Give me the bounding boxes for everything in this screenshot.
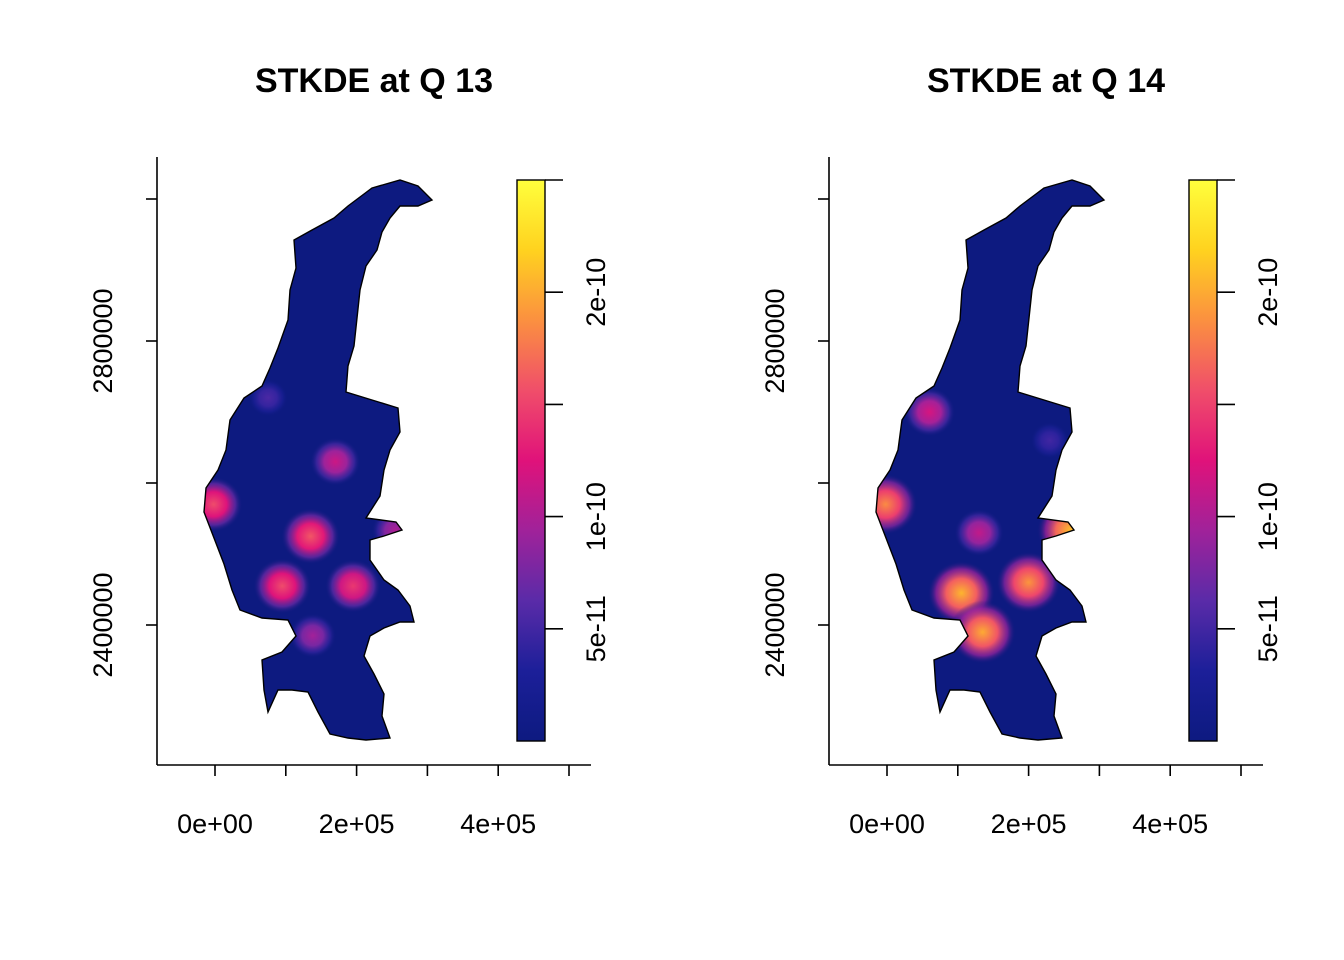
hotspot [310,437,361,486]
x-tick-label: 0e+00 [177,809,253,839]
chart-title: STKDE at Q 14 [927,62,1165,100]
legend-tick-label: 2e-10 [1253,258,1283,327]
chart-title: STKDE at Q 13 [255,62,493,100]
x-tick-label: 2e+05 [991,809,1067,839]
legend-tick-label: 2e-10 [581,258,611,327]
chart-panel-q14: STKDE at Q 14 0e+00 2e+05 4e+05 2400000 2800… [760,62,1283,839]
hotspot [903,387,956,437]
chart-panel-q13: STKDE at Q 13 0e+00 2e+05 4e+05 2400000 2800… [88,62,611,839]
hotspot [289,613,337,659]
hotspot [949,600,1016,664]
axes: 0e+00 2e+05 4e+05 2400000 2800000 [760,157,1263,839]
colorbar [1188,179,1218,742]
x-tick-label: 2e+05 [319,809,395,839]
y-tick-label: 2400000 [760,572,790,677]
axes: 0e+00 2e+05 4e+05 2400000 2800000 [88,157,591,839]
hotspot [996,551,1061,614]
region-outline [203,179,434,741]
x-tick-label: 4e+05 [1132,809,1208,839]
hotspot [281,508,341,565]
hotspot [204,476,243,532]
hotspot [324,559,382,613]
hotspot [1030,422,1070,459]
y-tick-label: 2800000 [760,288,790,393]
x-tick-label: 4e+05 [460,809,536,839]
legend-tick-label: 1e-10 [1253,482,1283,551]
legend-tick-label: 5e-11 [581,595,611,662]
legend-tick-label: 5e-11 [1253,595,1283,662]
colorbar [516,179,546,742]
hotspot [954,509,1004,557]
legend-colorbar: 5e-11 1e-10 2e-10 [1188,179,1283,742]
hotspot [248,378,288,417]
legend-tick-label: 1e-10 [581,482,611,551]
hotspot [371,507,420,554]
region-outline [875,179,1106,741]
hotspot [253,558,312,614]
y-tick-label: 2400000 [88,572,118,677]
hotspot [876,474,918,535]
x-tick-label: 0e+00 [849,809,925,839]
legend-colorbar: 5e-11 1e-10 2e-10 [516,179,611,742]
y-tick-label: 2800000 [88,288,118,393]
